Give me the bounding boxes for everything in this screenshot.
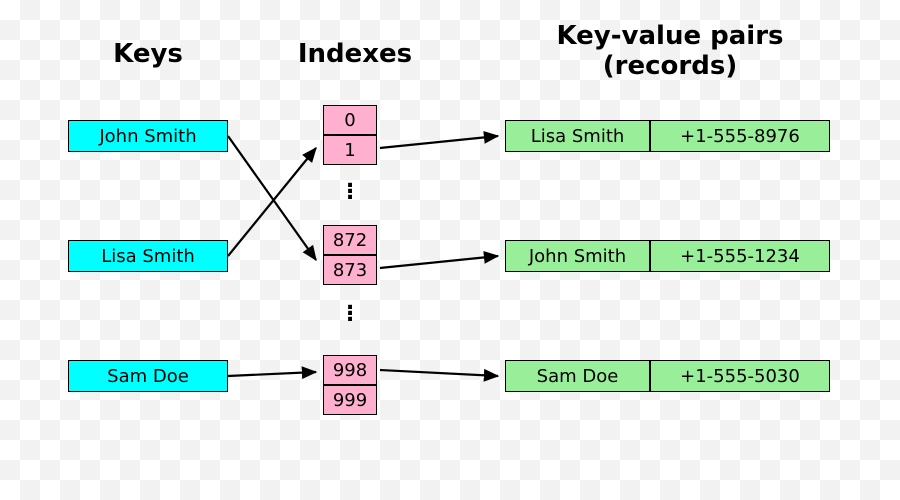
key-box: Lisa Smith	[68, 240, 228, 272]
index-cell: 998	[323, 355, 377, 385]
key-label: John Smith	[99, 126, 196, 147]
heading-records-line1: Key-value pairs	[556, 21, 783, 51]
record-key-label: Sam Doe	[537, 366, 619, 387]
record-key-cell: John Smith	[505, 240, 650, 272]
record-key-cell: Lisa Smith	[505, 120, 650, 152]
index-label: 999	[333, 390, 367, 411]
record-value-label: +1-555-8976	[680, 126, 800, 147]
record-key-cell: Sam Doe	[505, 360, 650, 392]
index-label: 872	[333, 230, 367, 251]
record-value-label: +1-555-1234	[680, 246, 800, 267]
index-label: 998	[333, 360, 367, 381]
record-value-cell: +1-555-5030	[650, 360, 830, 392]
ellipsis-icon: ...	[340, 300, 360, 318]
index-cell: 872	[323, 225, 377, 255]
key-box: John Smith	[68, 120, 228, 152]
record-value-cell: +1-555-1234	[650, 240, 830, 272]
record-value-label: +1-555-5030	[680, 366, 800, 387]
key-label: Lisa Smith	[101, 246, 195, 267]
heading-indexes: Indexes	[290, 40, 420, 70]
record-value-cell: +1-555-8976	[650, 120, 830, 152]
index-cell: 1	[323, 135, 377, 165]
index-label: 873	[333, 260, 367, 281]
index-cell: 873	[323, 255, 377, 285]
diagram-canvas: Keys Indexes Key-value pairs (records) J…	[0, 0, 900, 500]
heading-keys: Keys	[68, 40, 228, 70]
record-key-label: Lisa Smith	[531, 126, 625, 147]
key-box: Sam Doe	[68, 360, 228, 392]
index-cell: 999	[323, 385, 377, 415]
heading-records: Key-value pairs (records)	[500, 22, 840, 82]
record-key-label: John Smith	[529, 246, 626, 267]
ellipsis-icon: ...	[340, 178, 360, 196]
index-cell: 0	[323, 105, 377, 135]
heading-records-line2: (records)	[603, 51, 737, 81]
index-label: 0	[344, 110, 355, 131]
index-label: 1	[344, 140, 355, 161]
key-label: Sam Doe	[107, 366, 189, 387]
